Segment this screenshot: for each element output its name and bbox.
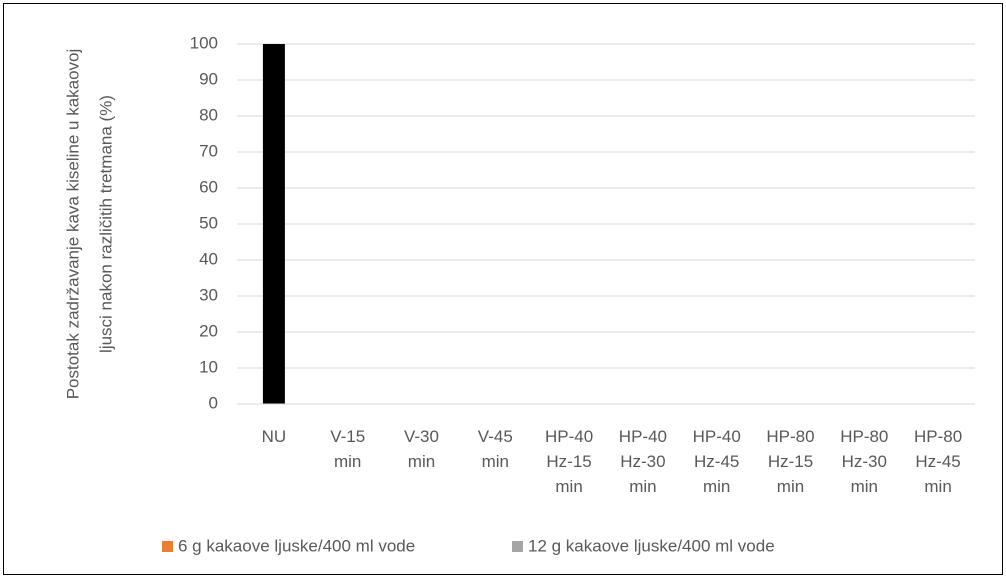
y-tick-label: 30 [199, 285, 218, 304]
y-tick-label: 40 [199, 249, 218, 268]
y-tick-label: 100 [190, 33, 218, 52]
x-tick-label: V-15 min [330, 427, 365, 471]
x-tick-label: HP-80 Hz-15 min [766, 427, 814, 496]
legend-swatch [162, 541, 173, 552]
y-tick-label: 90 [199, 69, 218, 88]
y-tick-label: 60 [199, 177, 218, 196]
x-tick-label: HP-40 Hz-30 min [619, 427, 667, 496]
y-tick-label: 20 [199, 321, 218, 340]
legend-label: 12 g kakaove ljuske/400 ml vode [528, 536, 775, 555]
x-tick-label: V-45 min [478, 427, 513, 471]
y-tick-label: 10 [199, 357, 218, 376]
legend-swatch [512, 541, 523, 552]
x-tick-label: V-30 min [404, 427, 439, 471]
y-tick-label: 70 [199, 141, 218, 160]
y-axis-title: Postotak zadržavanje kava kiseline u kak… [64, 49, 116, 400]
chart-border [3, 3, 1003, 575]
x-tick-label: HP-80 Hz-45 min [914, 427, 962, 496]
y-tick-label: 0 [209, 393, 218, 412]
y-tick-label: 50 [199, 213, 218, 232]
legend-label: 6 g kakaove ljuske/400 ml vode [178, 536, 415, 555]
bar [262, 44, 285, 404]
y-tick-label: 80 [199, 105, 218, 124]
x-tick-label: HP-40 Hz-15 min [545, 427, 593, 496]
x-tick-label: HP-40 Hz-45 min [693, 427, 741, 496]
x-tick-label: NU [262, 427, 287, 446]
x-tick-label: HP-80 Hz-30 min [840, 427, 888, 496]
